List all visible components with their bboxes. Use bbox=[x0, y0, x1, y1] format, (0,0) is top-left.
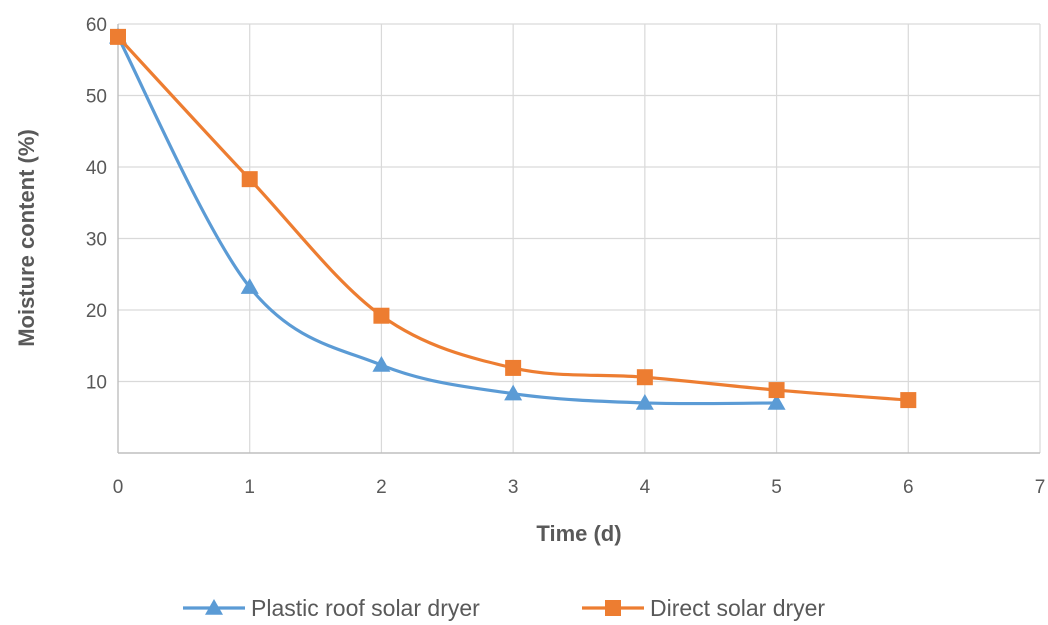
x-tick-label: 4 bbox=[640, 477, 651, 498]
data-point bbox=[900, 392, 917, 409]
data-point bbox=[241, 171, 258, 188]
axes bbox=[117, 24, 1040, 454]
y-tick-label: 20 bbox=[86, 301, 107, 322]
x-tick-label: 1 bbox=[244, 477, 255, 498]
data-point bbox=[504, 384, 523, 401]
y-tick-label: 60 bbox=[86, 15, 107, 36]
x-axis-title: Time (d) bbox=[536, 521, 621, 546]
x-tick-label: 3 bbox=[508, 477, 519, 498]
legend: Plastic roof solar dryer Direct solar dry… bbox=[183, 595, 825, 621]
data-point bbox=[768, 382, 785, 399]
legend-marker bbox=[205, 599, 223, 615]
y-tick-label: 10 bbox=[86, 373, 107, 394]
x-tick-label: 6 bbox=[903, 477, 914, 498]
legend-marker bbox=[605, 600, 621, 616]
x-tick-label: 5 bbox=[771, 477, 782, 498]
data-point bbox=[505, 359, 522, 376]
y-tick-label: 50 bbox=[86, 87, 107, 108]
tick-labels: 0 1 2 3 4 5 6 7 10 20 30 40 50 60 bbox=[86, 15, 1045, 498]
x-tick-label: 7 bbox=[1035, 477, 1046, 498]
series-2 bbox=[110, 28, 917, 409]
legend-item-2: Direct solar dryer bbox=[582, 595, 825, 621]
legend-label: Direct solar dryer bbox=[650, 595, 825, 621]
data-point bbox=[636, 369, 653, 386]
series-1 bbox=[109, 27, 786, 410]
data-point bbox=[240, 278, 259, 294]
y-axis-title: Moisture content (%) bbox=[14, 129, 39, 347]
data-point bbox=[635, 393, 654, 410]
legend-item-1: Plastic roof solar dryer bbox=[183, 595, 480, 621]
data-point bbox=[372, 356, 391, 372]
data-point bbox=[110, 28, 126, 45]
x-tick-label: 2 bbox=[376, 477, 387, 498]
data-point bbox=[767, 393, 786, 410]
y-tick-label: 40 bbox=[86, 158, 107, 179]
x-tick-label: 0 bbox=[113, 477, 124, 498]
series-group bbox=[109, 27, 917, 410]
y-tick-label: 30 bbox=[86, 230, 107, 251]
data-point bbox=[373, 307, 390, 324]
legend-label: Plastic roof solar dryer bbox=[251, 595, 480, 621]
grid bbox=[118, 23, 1041, 453]
